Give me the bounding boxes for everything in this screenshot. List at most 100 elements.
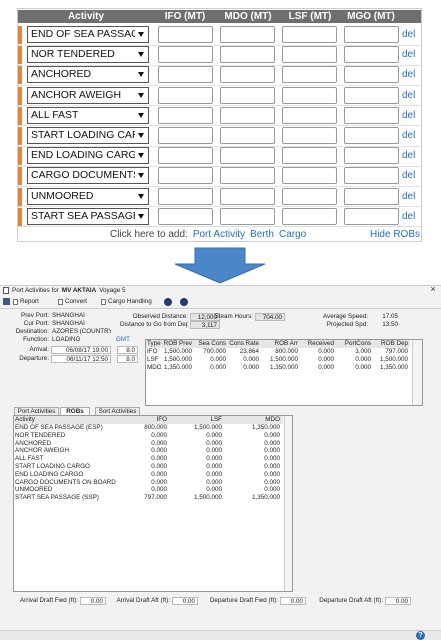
amount-input[interactable] <box>282 147 337 165</box>
footer-divider <box>18 226 421 227</box>
field-label: Cur Port: <box>23 320 49 327</box>
toolbar-button[interactable]: Cargo Handling <box>108 298 152 305</box>
hide-robs-link[interactable]: Hide ROBs <box>369 229 420 240</box>
tab[interactable]: ROBs <box>60 407 90 416</box>
grid-cell: 0.000 <box>264 439 280 447</box>
nav-button[interactable] <box>180 298 188 306</box>
activity-select[interactable]: CARGO DOCUMENTS O <box>27 167 149 185</box>
amount-input[interactable] <box>220 127 275 144</box>
amount-input[interactable] <box>158 46 213 64</box>
amount-input[interactable] <box>220 207 275 225</box>
amount-input[interactable] <box>344 147 399 165</box>
amount-input[interactable] <box>344 46 399 64</box>
rob-header: ROB Dep <box>381 340 408 347</box>
rob-cell: 0.000 <box>243 356 259 363</box>
delete-link[interactable]: del <box>402 109 416 121</box>
activity-select[interactable]: ANCHOR AWEIGH <box>27 86 149 104</box>
row-marker <box>18 46 22 65</box>
amount-input[interactable] <box>158 167 213 185</box>
amount-input[interactable] <box>158 66 213 84</box>
delete-link[interactable]: del <box>402 190 416 202</box>
activity-select[interactable]: END OF SEA PASSAGE <box>27 26 149 43</box>
delete-link[interactable]: del <box>402 210 416 222</box>
amount-input[interactable] <box>220 86 275 104</box>
draft-value[interactable]: 0.00 <box>172 597 198 605</box>
close-button[interactable]: × <box>430 284 436 294</box>
draft-value[interactable]: 0.00 <box>80 597 106 605</box>
grid-cell: 0.000 <box>151 478 167 486</box>
amount-input[interactable] <box>158 187 213 205</box>
toolbar-button[interactable]: Convert <box>65 298 88 305</box>
amount-input[interactable] <box>282 26 337 43</box>
amount-input[interactable] <box>158 86 213 104</box>
draft-value[interactable]: 0.00 <box>385 597 411 605</box>
draft-label: Arrival Draft Fwd (ft): <box>19 597 78 604</box>
amount-input[interactable] <box>344 167 399 185</box>
field-value: AZORES (COUNTRY) <box>52 328 111 335</box>
help-button[interactable]: ? <box>416 631 425 640</box>
amount-input[interactable] <box>344 207 399 225</box>
amount-input[interactable] <box>344 66 399 84</box>
amount-input[interactable] <box>220 66 275 84</box>
activity-select[interactable]: NOR TENDERED <box>27 46 149 64</box>
delete-link[interactable]: del <box>402 89 416 101</box>
rob-header: PortCons <box>344 340 371 347</box>
delete-link[interactable]: del <box>402 130 416 141</box>
amount-input[interactable] <box>220 46 275 64</box>
add-link[interactable]: Cargo <box>278 229 307 240</box>
tab[interactable]: Sort Activities <box>95 407 140 416</box>
amount-input[interactable] <box>158 127 213 144</box>
amount-input[interactable] <box>344 26 399 43</box>
activity-select[interactable]: END LOADING CARGO <box>27 147 149 165</box>
amount-input[interactable] <box>282 86 337 104</box>
rob-cell: 0.000 <box>355 364 371 371</box>
rob-cell: MDO <box>147 364 161 371</box>
amount-input[interactable] <box>344 127 399 144</box>
delete-link[interactable]: del <box>402 49 416 61</box>
add-link[interactable]: Port Activity <box>192 229 246 240</box>
amount-input[interactable] <box>282 187 337 205</box>
amount-input[interactable] <box>158 207 213 225</box>
draft-value[interactable]: 0.00 <box>280 597 306 605</box>
amount-input[interactable] <box>282 66 337 84</box>
grid-cell: 0.000 <box>264 447 280 455</box>
select-caret <box>138 133 144 138</box>
field-label: Arrival: <box>29 346 49 353</box>
amount-input[interactable] <box>220 106 275 124</box>
rob-header: ROB Prev <box>163 340 192 347</box>
rob-cell: 800.000 <box>275 348 298 355</box>
activity-select[interactable]: START SEA PASSAGE (S <box>27 207 149 225</box>
amount-input[interactable] <box>220 147 275 165</box>
toolbar-button[interactable]: Report <box>20 298 39 305</box>
delete-link[interactable]: del <box>402 170 416 182</box>
amount-input[interactable] <box>344 106 399 124</box>
amount-input[interactable] <box>344 187 399 205</box>
amount-input[interactable] <box>220 167 275 185</box>
amount-input[interactable] <box>282 46 337 64</box>
amount-input[interactable] <box>344 86 399 104</box>
tab[interactable]: Port Activities <box>14 407 59 416</box>
activity-select[interactable]: UNMOORED <box>27 187 149 205</box>
amount-input[interactable] <box>158 26 213 43</box>
amount-input[interactable] <box>220 187 275 205</box>
amount-input[interactable] <box>220 26 275 43</box>
delete-link[interactable]: del <box>402 29 416 40</box>
grid-cell: 1,500.000 <box>193 494 222 502</box>
amount-input[interactable] <box>282 167 337 185</box>
amount-input[interactable] <box>282 106 337 124</box>
amount-input[interactable] <box>282 127 337 144</box>
amount-input[interactable] <box>158 147 213 165</box>
add-link[interactable]: Berth <box>250 229 274 240</box>
delete-link[interactable]: del <box>402 150 416 162</box>
toolbar-icon <box>101 299 106 305</box>
amount-input[interactable] <box>282 207 337 225</box>
delete-link[interactable]: del <box>402 69 416 81</box>
activity-select[interactable]: ALL FAST <box>27 106 149 124</box>
stat-value: 13.50 <box>382 321 398 328</box>
amount-input[interactable] <box>158 106 213 124</box>
rob-cell: 700.000 <box>203 348 226 355</box>
grid-cell: 0.000 <box>151 486 167 494</box>
nav-button[interactable] <box>164 298 172 306</box>
activity-select[interactable]: ANCHORED <box>27 66 149 84</box>
activity-select[interactable]: START LOADING CARGO <box>27 127 149 144</box>
